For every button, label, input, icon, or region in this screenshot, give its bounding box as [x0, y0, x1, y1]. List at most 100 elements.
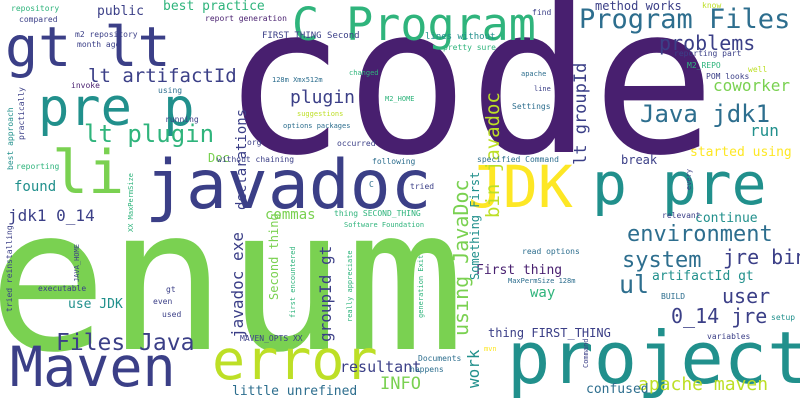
word-found: found	[14, 179, 57, 195]
word-plugin: plugin	[290, 87, 356, 108]
word-every: every	[685, 168, 693, 190]
word-m2-repo: M2_REPO	[687, 61, 721, 70]
word-build: BUILD	[661, 292, 686, 301]
word-system: system	[622, 248, 702, 273]
word-p-pre-right: p pre	[592, 150, 767, 218]
word-month-ago: month ago	[77, 40, 121, 49]
word-gt: gt	[166, 285, 176, 294]
word-ul: ul	[619, 270, 650, 299]
word-resultant: resultant	[340, 358, 422, 376]
word-tried: tried	[410, 182, 435, 191]
word-c-small: C	[369, 180, 374, 189]
word-read-options: read options	[522, 247, 580, 256]
word-best-practice: best practice	[163, 0, 265, 14]
word-commas: commas	[265, 207, 316, 223]
word-program-files: Program Files	[579, 4, 791, 35]
word-lt-plugin: lt plugin	[84, 120, 215, 148]
word-something-first: Something First	[468, 171, 482, 280]
word-without-chaining: without chaining	[217, 155, 295, 164]
word-options-packages: options packages	[283, 122, 351, 130]
word-environment: environment	[627, 222, 773, 247]
word-little-unrefined: little unrefined	[232, 384, 358, 399]
word-apache-maven: apache maven	[638, 374, 769, 395]
word-work: work	[464, 349, 483, 388]
word-run: run	[750, 121, 779, 140]
word-apache: apache	[521, 70, 547, 78]
word-happens: happens	[410, 365, 444, 374]
word-problems: problems	[659, 31, 756, 55]
word-reporting-part: reporting part	[674, 49, 742, 58]
word-project: project	[507, 316, 800, 400]
word-second-thing: Second thing	[267, 213, 281, 300]
word-code: code	[222, 0, 716, 201]
word-changed: changed	[349, 69, 379, 77]
word-using: using	[158, 86, 183, 95]
word-jdk1-0-14: jdk1 0_14	[8, 206, 95, 225]
word-setup: setup	[771, 313, 796, 322]
word-thing-first-thing: thing FIRST_THING	[488, 326, 611, 340]
word-m2-repository: m2 repository	[75, 30, 138, 39]
word-occurred: occurred	[337, 139, 376, 148]
word-software-foundation: Software Foundation	[344, 221, 425, 229]
word-user: user	[722, 284, 771, 308]
word-documents: Documents	[418, 354, 462, 363]
word-lt-groupid: lt groupId	[571, 62, 591, 165]
word-way: way	[530, 285, 556, 301]
word-practically: practically	[17, 87, 26, 140]
word-gt-lt: gt lt	[5, 15, 171, 79]
word-command: Command	[582, 338, 590, 368]
word-executable: executable	[38, 284, 87, 293]
word-public: public	[97, 4, 144, 19]
word-jdk: JDK	[468, 153, 573, 221]
word-error: error	[212, 328, 378, 392]
word-javadoc-exe: javadoc exe	[228, 232, 247, 338]
word-invoke: invoke	[71, 81, 100, 90]
word-first-encountered: first encountered	[289, 246, 297, 318]
word-break: break	[621, 153, 658, 167]
word-used: used	[162, 310, 182, 319]
word-m2-home: M2_HOME	[385, 95, 415, 103]
word-p-vertical: p	[752, 101, 800, 230]
word-first-thing-second: FIRST_THING Second	[262, 31, 360, 41]
word-xx-maxpermsize: XX MaxPermSize	[127, 172, 135, 232]
word-c-program: C Program	[292, 0, 536, 51]
word-li: li	[52, 138, 125, 208]
word-report-generation: report generation	[205, 14, 287, 23]
word-maven-opts-xx: MAVEN_OPTS XX	[240, 334, 303, 343]
word-artifactid-gt: artifactId gt	[652, 269, 754, 284]
word-javadoc: javadoc	[145, 146, 432, 225]
word-repository: repository	[11, 4, 60, 13]
word-reporting: reporting	[16, 162, 60, 171]
word-pretty-sure: pretty sure	[443, 43, 496, 52]
word-best-approach: best approach	[6, 107, 15, 170]
word-mvn: mvn	[484, 345, 497, 353]
word-relevant: relevant	[662, 211, 701, 220]
word-started-using: started using	[690, 145, 792, 160]
word-enum: enum	[0, 165, 465, 396]
word-specified-command: specified Command	[477, 155, 559, 164]
word-groupid-gt: groupId gt	[316, 245, 335, 342]
word-jre-bin: jre bin	[723, 245, 800, 269]
word-128m-xmx512m: 128m Xmx512m	[272, 76, 323, 84]
word-files-java: Files Java	[56, 330, 195, 356]
word-continue: continue	[695, 211, 758, 226]
word-java-jdk1: Java jdk1	[640, 100, 771, 128]
word-method-works: method works	[595, 0, 682, 13]
word-suggestions: suggestions	[297, 110, 344, 118]
word-info: INFO	[380, 374, 421, 394]
word-variables: variables	[707, 332, 751, 341]
word-maven: Maven	[10, 335, 176, 399]
word-pre-p: pre p	[38, 78, 195, 138]
word-compared: compared	[19, 15, 58, 24]
word-pom-looks: POM looks	[706, 72, 750, 81]
word-lt-artifactid: lt artifactId	[88, 65, 237, 87]
word-line: line	[534, 85, 551, 93]
word-even: even	[153, 297, 173, 306]
word-know: know	[702, 1, 722, 10]
word-generation-exit: generation Exit	[417, 254, 425, 318]
word-maxpermsize-128m: MaxPermSize 128m	[508, 277, 576, 285]
word-really-appreciate: really appreciate	[346, 250, 354, 322]
word-running: running	[165, 115, 199, 124]
